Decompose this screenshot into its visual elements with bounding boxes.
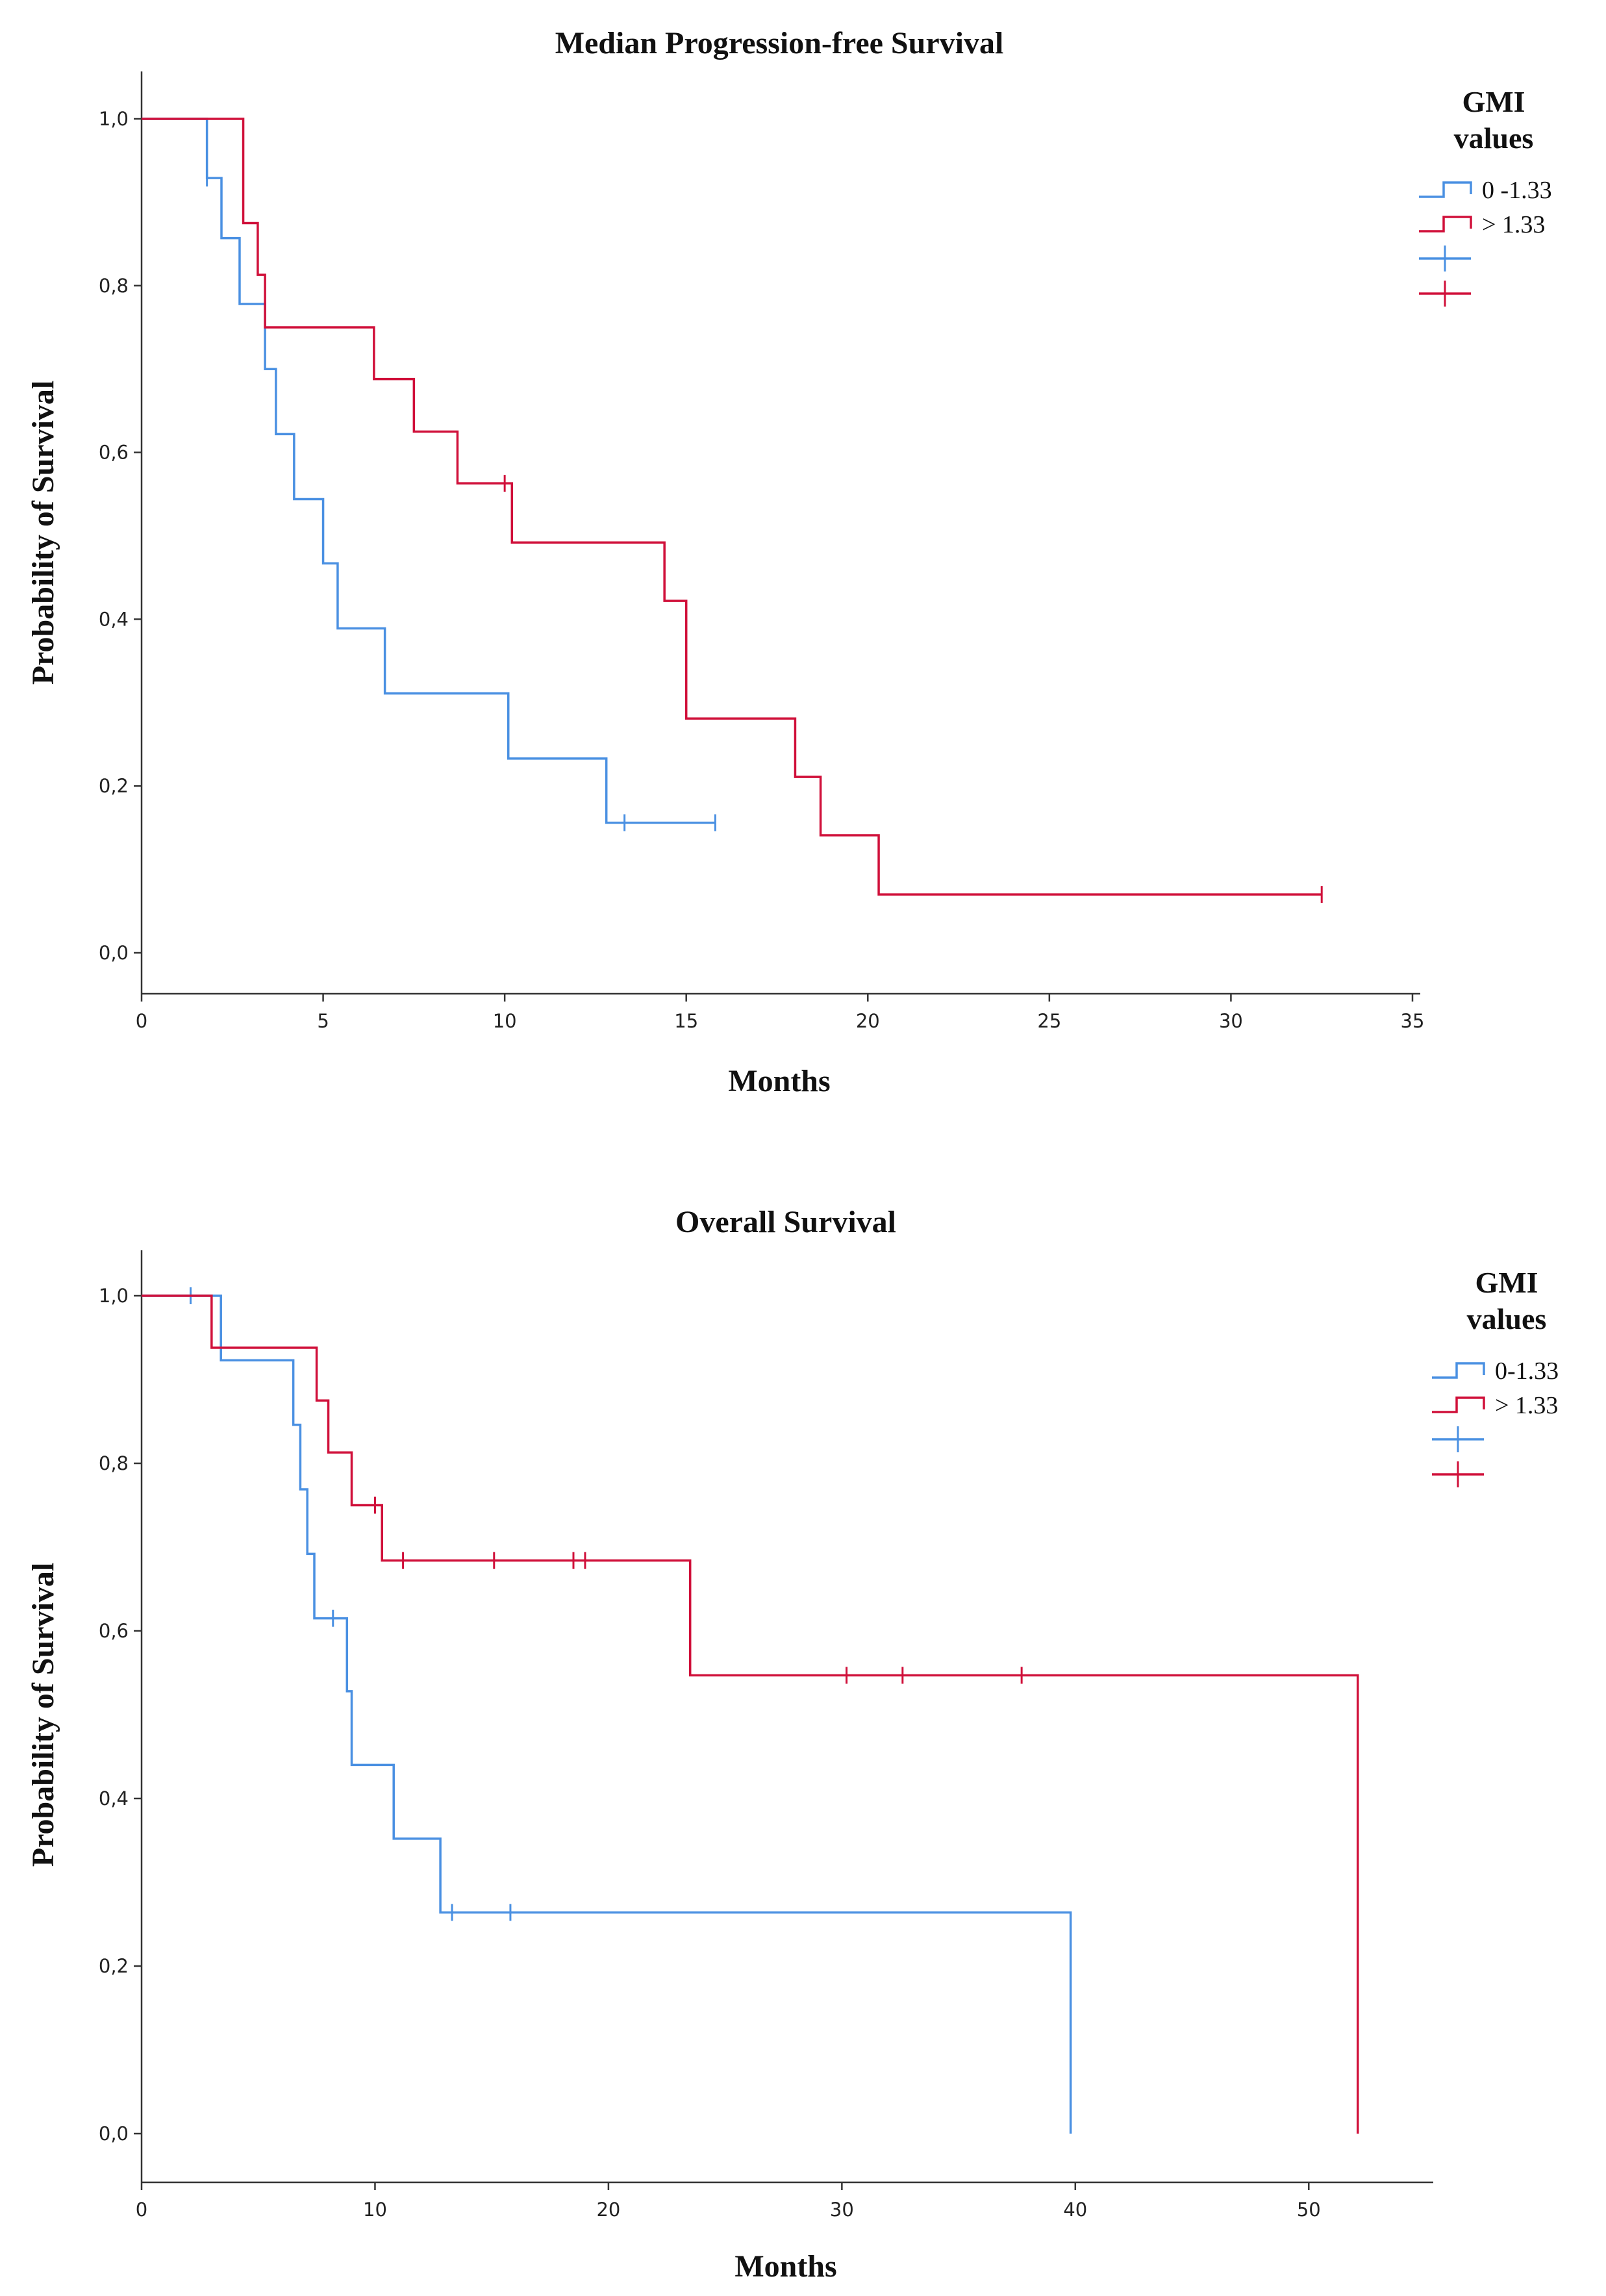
- pfs-y-tick-label: 0,2: [99, 775, 129, 797]
- os-y-tick-label: 0,0: [99, 2123, 129, 2145]
- pfs-curves: [142, 118, 1323, 903]
- pfs-x-axis-label: Months: [728, 1064, 830, 1098]
- os-x-tick-label: 20: [596, 2199, 620, 2221]
- pfs-chart: Median Progression-free Survival Probabi…: [26, 26, 1552, 1098]
- os-legend-step-swatch-group-low: [1432, 1362, 1485, 1379]
- pfs-legend-title-line-2: values: [1454, 121, 1534, 155]
- pfs-x-tick-label: 10: [493, 1010, 517, 1032]
- pfs-legend-label-group-low: 0 -1.33: [1482, 177, 1552, 204]
- os-y-tick-label: 1,0: [99, 1285, 129, 1307]
- pfs-legend: GMI values 0 -1.33 > 1.33: [1419, 85, 1552, 307]
- os-legend-step-swatch-group-high: [1432, 1396, 1485, 1413]
- pfs-legend-title-line-1: GMI: [1462, 85, 1525, 118]
- os-axes: 0,0 0,2 0,4 0,6 0,8 1,0 0 10 20 30 40 50: [99, 1250, 1433, 2221]
- os-curve-group-high: [142, 1294, 1359, 2134]
- os-curves: [142, 1287, 1359, 2134]
- pfs-legend-label-group-high: > 1.33: [1482, 211, 1545, 238]
- os-x-axis-label: Months: [734, 2249, 836, 2284]
- os-y-tick-label: 0,2: [99, 1955, 129, 1977]
- os-y-tick-label: 0,4: [99, 1787, 129, 1810]
- os-chart: Overall Survival Probability of Survival…: [26, 1205, 1559, 2284]
- os-chart-title: Overall Survival: [675, 1205, 896, 1239]
- os-x-tick-label: 10: [363, 2199, 387, 2221]
- pfs-x-tick-label: 15: [674, 1010, 698, 1032]
- os-x-tick-label: 50: [1297, 2199, 1321, 2221]
- pfs-x-tick-label: 25: [1037, 1010, 1061, 1032]
- os-legend-title-line-1: GMI: [1475, 1266, 1538, 1299]
- pfs-y-tick-label: 0,6: [99, 442, 129, 464]
- os-x-tick-label: 40: [1063, 2199, 1087, 2221]
- os-legend-title-line-2: values: [1467, 1302, 1547, 1335]
- os-x-tick-label: 30: [830, 2199, 854, 2221]
- os-y-axis-label: Probability of Survival: [26, 1563, 60, 1867]
- pfs-y-tick-label: 1,0: [99, 108, 129, 130]
- pfs-x-tick-label: 35: [1401, 1010, 1425, 1032]
- os-y-tick-label: 0,6: [99, 1620, 129, 1642]
- os-curve-group-low: [142, 1294, 1072, 2134]
- pfs-x-tick-label: 20: [856, 1010, 880, 1032]
- os-legend-label-group-high: > 1.33: [1495, 1392, 1558, 1419]
- pfs-legend-step-swatch-group-low: [1419, 181, 1472, 198]
- pfs-x-tick-label: 5: [317, 1010, 329, 1032]
- pfs-legend-step-swatch-group-high: [1419, 216, 1472, 233]
- pfs-x-tick-label: 0: [136, 1010, 147, 1032]
- os-legend: GMI values 0-1.33 > 1.33: [1432, 1266, 1559, 1487]
- pfs-y-axis-label: Probability of Survival: [26, 381, 60, 685]
- pfs-y-tick-label: 0,8: [99, 275, 129, 297]
- os-x-tick-label: 0: [136, 2199, 147, 2221]
- pfs-curve-group-low: [142, 118, 716, 824]
- pfs-axes: 0,0 0,2 0,4 0,6 0,8 1,0 0 5 10 15 20 25 30 35: [99, 71, 1425, 1032]
- pfs-y-tick-label: 0,4: [99, 608, 129, 630]
- pfs-curve-group-high: [142, 118, 1322, 896]
- pfs-chart-title: Median Progression-free Survival: [555, 26, 1004, 60]
- os-y-tick-label: 0,8: [99, 1452, 129, 1474]
- os-legend-label-group-low: 0-1.33: [1495, 1357, 1559, 1385]
- pfs-x-tick-label: 30: [1219, 1010, 1243, 1032]
- pfs-y-tick-label: 0,0: [99, 942, 129, 964]
